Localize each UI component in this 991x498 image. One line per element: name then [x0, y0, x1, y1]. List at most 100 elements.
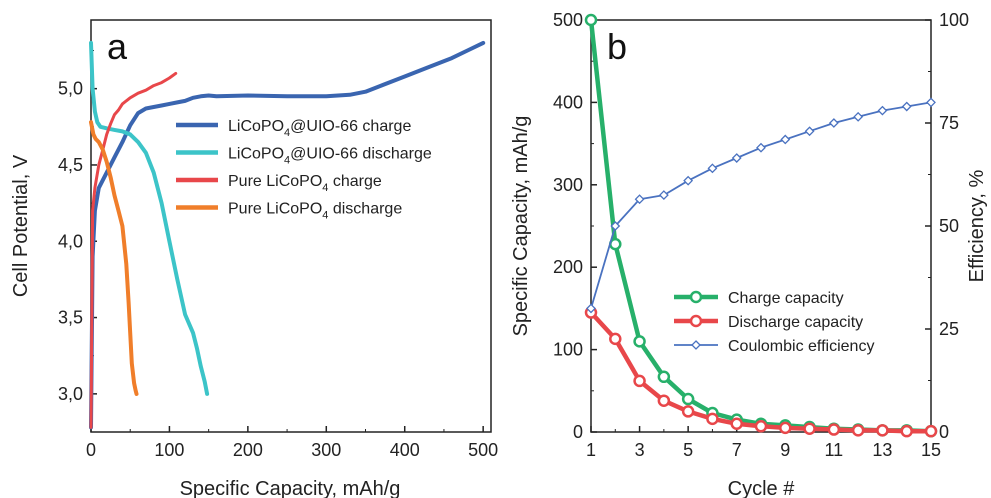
panel-b-point-diamond	[707, 163, 718, 174]
panel-a-series	[89, 40, 486, 430]
panel-b-label: b	[607, 26, 627, 67]
panel-b-ylabel: Specific Capacity, mAh/g	[510, 116, 532, 337]
panel-b-x-tick-label: 13	[872, 440, 892, 460]
panel-b-point-diamond	[634, 194, 645, 205]
panel-b-point-diamond	[853, 111, 864, 122]
panel-b-point-diamond	[586, 303, 596, 314]
panel-b: b Cycle # Specific Capacity, mAh/g Effic…	[510, 10, 988, 498]
panel-b-x-tick-label: 5	[683, 440, 693, 460]
panel-b-x-tick-label: 3	[635, 440, 645, 460]
panel-b-point-diamond	[877, 105, 888, 116]
panel-b-legend-marker	[691, 340, 701, 350]
panel-a-x-tick-label: 0	[86, 440, 96, 460]
panel-b-legend-label: Charge capacity	[728, 290, 844, 307]
panel-b-point-diamond	[901, 101, 912, 112]
panel-a-y-tick-label: 4,5	[58, 155, 83, 175]
panel-b-point-circle	[633, 335, 646, 348]
panel-a-legend-label: Pure LiCoPO4 charge	[228, 173, 382, 194]
panel-b-point-circle	[633, 374, 646, 388]
panel-b-y-tick-label: 400	[553, 92, 583, 112]
panel-b-ylabel-right: Efficiency, %	[966, 169, 988, 282]
panel-b-point-diamond	[658, 190, 669, 201]
panel-b-legend: Charge capacity Discharge capacity Coulomb…	[674, 290, 874, 355]
panel-a-legend-label: LiCoPO4@UIO-66 charge	[228, 118, 411, 139]
panel-b-y-ticks: 0 100 200 300 400 500	[553, 10, 597, 442]
panel-a-legend-label: LiCoPO4@UIO-66 discharge	[228, 146, 432, 167]
panel-a-series-line-2	[89, 71, 178, 429]
panel-b-point-diamond	[828, 118, 839, 128]
panel-b-point-circle	[730, 417, 743, 431]
panel-a-y-tick-label: 3,0	[58, 384, 83, 404]
panel-b-legend-label: Coulombic efficiency	[728, 338, 874, 355]
panel-b-x-tick-label: 7	[732, 440, 742, 460]
panel-b-point-circle	[657, 370, 671, 384]
panel-b-point-diamond	[926, 97, 936, 108]
panel-a-y-ticks: 3,0 3,5 4,0 4,5 5,0	[58, 50, 97, 404]
panel-b-y-tick-label: 500	[553, 10, 583, 30]
panel-b-point-circle	[803, 422, 816, 435]
panel-b-point-circle	[900, 424, 913, 438]
panel-a-legend: LiCoPO4@UIO-66 charge LiCoPO4@UIO-66 disc…	[176, 118, 432, 222]
panel-b-x-tick-label: 1	[586, 440, 596, 460]
panel-a-x-tick-label: 400	[390, 440, 420, 460]
panel-b-point-circle	[779, 421, 792, 435]
panel-a-y-tick-label: 5,0	[58, 79, 83, 99]
panel-b-point-diamond	[610, 221, 621, 231]
panel-b-legend-label: Discharge capacity	[728, 314, 863, 331]
panel-a-y-tick-label: 4,0	[58, 231, 83, 251]
panel-a-x-tick-label: 500	[468, 440, 498, 460]
panel-b-y-right-tick-label: 50	[939, 216, 959, 236]
panel-a-legend-label: Pure LiCoPO4 discharge	[228, 201, 402, 222]
panel-b-point-diamond	[756, 142, 766, 153]
panel-b-y-tick-label: 100	[553, 340, 583, 360]
panel-b-y-right-tick-label: 0	[939, 422, 949, 442]
panel-b-y-ticks-right: 0 25 50 75 100	[925, 10, 969, 442]
panel-b-frame	[590, 19, 932, 433]
panel-b-legend-marker	[689, 290, 703, 304]
panel-a-frame	[90, 19, 492, 433]
panel-b-point-diamond	[804, 126, 815, 137]
panel-b-series-line-2	[590, 101, 932, 309]
panel-b-point-diamond	[780, 134, 791, 145]
panel-b-x-tick-label: 11	[825, 440, 844, 460]
panel-b-point-circle	[851, 424, 865, 437]
panel-b-y-tick-label: 200	[553, 257, 583, 277]
panel-a-ylabel: Cell Potential, V	[10, 154, 32, 297]
panel-b-point-circle	[706, 412, 719, 426]
panel-b-xlabel: Cycle #	[728, 478, 796, 498]
panel-b-point-circle	[681, 405, 695, 418]
panel-b-point-circle	[609, 332, 622, 346]
panel-a-xlabel: Specific Capacity, mAh/g	[180, 478, 401, 498]
panel-b-legend-marker	[689, 314, 703, 328]
panel-b-y-tick-label: 0	[573, 422, 583, 442]
panel-a-x-ticks: 0 100 200 300 400 500	[86, 426, 498, 460]
panel-b-x-tick-label: 9	[780, 440, 790, 460]
panel-b-point-circle	[657, 394, 671, 407]
panel-a-series-line-1	[89, 40, 210, 396]
panel-b-point-circle	[681, 392, 695, 406]
panel-b-series-line-0	[588, 19, 932, 434]
panel-b-point-diamond	[683, 175, 694, 186]
panel-b-y-right-tick-label: 75	[939, 113, 959, 133]
panel-b-point-circle	[924, 424, 938, 438]
panel-b-x-tick-label: 15	[921, 440, 941, 460]
panel-a-y-tick-label: 3,5	[58, 308, 83, 328]
panel-b-point-circle	[754, 419, 768, 433]
panel-b-y-right-tick-label: 25	[939, 319, 959, 339]
panel-a-series-line-0	[89, 40, 486, 430]
panel-a-label: a	[107, 26, 128, 67]
panel-b-point-circle	[876, 424, 889, 437]
panel-b-point-circle	[584, 13, 598, 27]
panel-b-point-diamond	[731, 153, 742, 163]
panel-a-x-tick-label: 300	[311, 440, 341, 460]
panel-a: a Specific Capacity, mAh/g Cell Potentia…	[10, 19, 498, 498]
panel-b-x-ticks: 1 3 5 7 9 11 13 15	[586, 426, 941, 460]
panel-b-y-right-tick-label: 100	[939, 10, 969, 30]
panel-a-x-tick-label: 100	[154, 440, 184, 460]
panel-b-y-tick-label: 300	[553, 175, 583, 195]
panel-b-series	[584, 13, 938, 438]
panel-b-point-circle	[827, 423, 841, 436]
panel-a-series-line-3	[89, 120, 139, 396]
panel-a-x-tick-label: 200	[233, 440, 263, 460]
